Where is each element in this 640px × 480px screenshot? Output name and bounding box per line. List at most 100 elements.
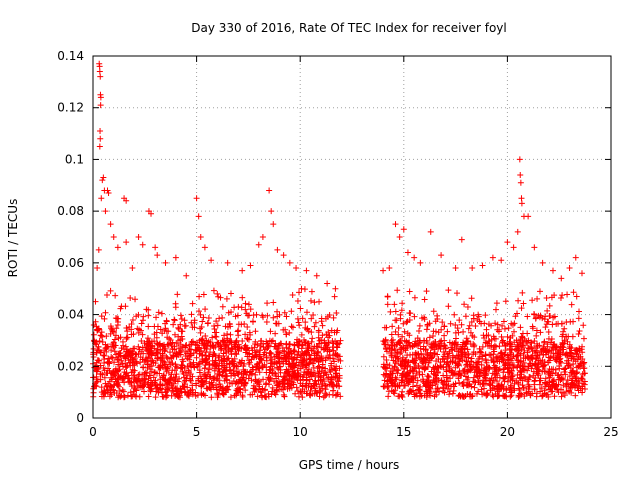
data-point xyxy=(411,313,418,320)
data-point xyxy=(509,373,516,380)
data-point xyxy=(96,347,103,354)
data-point xyxy=(478,361,485,368)
data-point xyxy=(225,309,232,316)
data-point xyxy=(518,200,525,207)
data-point xyxy=(445,382,452,389)
data-point xyxy=(475,379,482,386)
data-point xyxy=(541,368,548,375)
data-point xyxy=(382,365,389,372)
data-point xyxy=(193,195,200,202)
data-point xyxy=(563,333,570,340)
data-point xyxy=(445,287,452,294)
data-point xyxy=(515,359,522,366)
data-point xyxy=(162,259,169,266)
data-point xyxy=(133,387,140,394)
data-point xyxy=(450,354,457,361)
data-point xyxy=(190,350,197,357)
data-point xyxy=(316,364,323,371)
data-point xyxy=(193,354,200,361)
data-point xyxy=(202,306,209,313)
data-point xyxy=(243,310,250,317)
data-point xyxy=(443,359,450,366)
data-point xyxy=(575,354,582,361)
data-point xyxy=(235,371,242,378)
data-point xyxy=(315,329,322,336)
data-point xyxy=(320,394,327,401)
data-point xyxy=(533,332,540,339)
data-point xyxy=(458,321,465,328)
data-point xyxy=(271,378,278,385)
data-point xyxy=(224,383,231,390)
data-point xyxy=(211,367,218,374)
data-point xyxy=(112,332,119,339)
data-point xyxy=(152,244,159,251)
data-point xyxy=(196,359,203,366)
data-point xyxy=(556,363,563,370)
data-point xyxy=(161,348,168,355)
data-point xyxy=(247,306,254,313)
data-point xyxy=(507,351,514,358)
data-point xyxy=(501,351,508,358)
data-point xyxy=(275,373,282,380)
data-point xyxy=(126,348,133,355)
data-point xyxy=(297,365,304,372)
data-point xyxy=(382,337,389,344)
data-point xyxy=(181,317,188,324)
data-point xyxy=(107,330,114,337)
data-point xyxy=(404,249,411,256)
data-point xyxy=(430,308,437,315)
data-point xyxy=(109,341,116,348)
data-point xyxy=(328,373,335,380)
data-point xyxy=(392,308,399,315)
data-point xyxy=(333,343,340,350)
data-point xyxy=(114,244,121,251)
data-point xyxy=(452,380,459,387)
data-point xyxy=(412,340,419,347)
data-point xyxy=(332,367,339,374)
data-point xyxy=(137,382,144,389)
data-point xyxy=(227,331,234,338)
data-point xyxy=(535,359,542,366)
data-point xyxy=(279,345,286,352)
data-point xyxy=(543,295,550,302)
data-point xyxy=(495,328,502,335)
data-point xyxy=(536,352,543,359)
data-point xyxy=(501,393,508,400)
data-point xyxy=(452,265,459,272)
data-point xyxy=(325,374,332,381)
data-point xyxy=(202,358,209,365)
data-point xyxy=(252,378,259,385)
data-point xyxy=(207,349,214,356)
data-point xyxy=(225,346,232,353)
data-point xyxy=(482,357,489,364)
data-point xyxy=(303,362,310,369)
data-point xyxy=(96,338,103,345)
data-point xyxy=(536,342,543,349)
data-point xyxy=(455,361,462,368)
data-point xyxy=(234,385,241,392)
data-point xyxy=(337,393,344,400)
data-point xyxy=(505,369,512,376)
data-point xyxy=(413,390,420,397)
data-point xyxy=(539,346,546,353)
data-point xyxy=(425,383,432,390)
data-point xyxy=(544,318,551,325)
data-point xyxy=(323,331,330,338)
data-point xyxy=(299,315,306,322)
data-point xyxy=(502,298,509,305)
data-point xyxy=(521,393,528,400)
data-point xyxy=(130,345,137,352)
data-point xyxy=(215,340,222,347)
data-point xyxy=(399,300,406,307)
data-point xyxy=(578,346,585,353)
data-point xyxy=(390,357,397,364)
data-point xyxy=(177,348,184,355)
data-point xyxy=(171,331,178,338)
data-point xyxy=(303,390,310,397)
data-point xyxy=(199,351,206,358)
data-point xyxy=(238,359,245,366)
data-point xyxy=(189,300,196,307)
data-point xyxy=(294,336,301,343)
data-point xyxy=(274,348,281,355)
data-point xyxy=(269,384,276,391)
